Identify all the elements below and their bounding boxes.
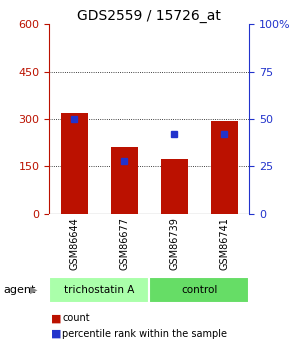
Text: count: count: [62, 314, 90, 323]
Text: GSM86741: GSM86741: [220, 217, 229, 270]
Text: GSM86677: GSM86677: [119, 217, 129, 270]
Bar: [149, 277, 249, 303]
Bar: [61, 113, 88, 214]
Text: agent: agent: [3, 285, 35, 295]
Bar: [211, 121, 238, 214]
Text: GSM86644: GSM86644: [69, 217, 79, 270]
Bar: [110, 148, 138, 214]
Text: ■: ■: [51, 329, 61, 338]
Text: ▶: ▶: [30, 285, 37, 295]
Text: GSM86739: GSM86739: [169, 217, 179, 270]
Title: GDS2559 / 15726_at: GDS2559 / 15726_at: [77, 9, 221, 23]
Text: trichostatin A: trichostatin A: [64, 285, 135, 295]
Bar: [161, 159, 188, 214]
Text: percentile rank within the sample: percentile rank within the sample: [62, 329, 227, 338]
Bar: [49, 277, 149, 303]
Text: ■: ■: [51, 314, 61, 323]
Text: control: control: [181, 285, 218, 295]
